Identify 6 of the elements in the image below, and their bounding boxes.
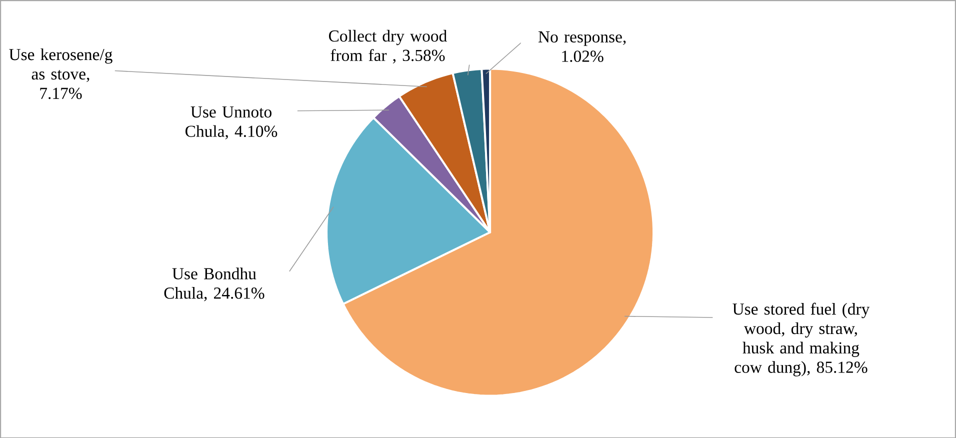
slice-label: Use stored fuel (dry wood, dry straw, husk and making cow dung), 85.12% [732,302,870,376]
slice-label: Use Unnoto Chula, 4.10% [186,106,278,140]
slice-label: Use Bondhu Chula, 24.61% [164,267,264,301]
slice-label: Use kerosene/g as stove, 7.17% [9,48,112,99]
slice-label: Collect dry wood from far , 3.58% [328,30,447,64]
slice-label: No response, 1.02% [538,31,626,62]
